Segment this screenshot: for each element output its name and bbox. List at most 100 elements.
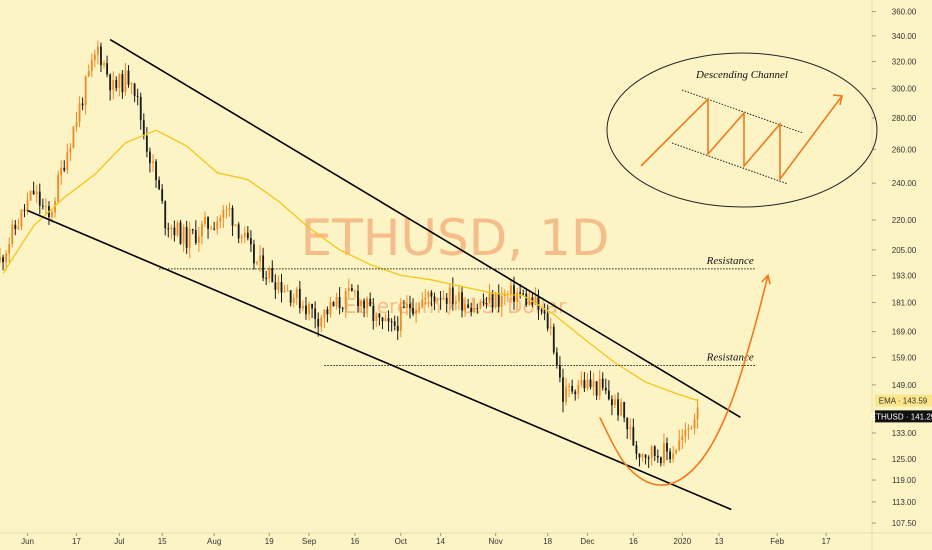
candle-body <box>268 268 271 279</box>
candle-body <box>467 304 470 308</box>
candle-body <box>81 103 84 106</box>
candle-body <box>494 293 497 308</box>
candle-body <box>412 307 414 314</box>
y-tick-label: 280.00 <box>892 114 917 123</box>
ema-line <box>2 129 698 402</box>
y-tick-label: 260.00 <box>892 145 917 154</box>
candle-body <box>286 290 289 292</box>
candle-body <box>317 318 320 327</box>
candle-body <box>115 80 118 89</box>
candle-body <box>17 226 20 229</box>
candle-body <box>513 285 515 302</box>
x-tick-label: Nov <box>489 537 503 546</box>
candle-body <box>289 290 292 303</box>
candle-body <box>503 294 506 296</box>
candle-body <box>271 268 274 283</box>
inset-ellipse <box>606 52 878 208</box>
candle-body <box>145 135 148 152</box>
candle-body <box>298 288 301 309</box>
y-tick-label: 220.00 <box>892 216 917 225</box>
candle-body <box>256 261 258 264</box>
candle-body <box>75 121 78 127</box>
candle-body <box>369 298 372 307</box>
candle-body <box>152 161 154 164</box>
candle-body <box>347 288 350 292</box>
candle-body <box>197 236 200 243</box>
candle-body <box>84 76 87 106</box>
candle-body <box>219 217 222 222</box>
candle-body <box>433 296 436 302</box>
candle-body <box>121 74 124 93</box>
y-tick-label: 193.00 <box>892 271 917 280</box>
candle-body <box>586 379 589 389</box>
candle-body <box>656 455 659 458</box>
candle-body <box>488 293 491 304</box>
candle-body <box>666 442 668 452</box>
candle-body <box>106 63 109 75</box>
candle-body <box>185 226 188 248</box>
candle-body <box>170 227 173 230</box>
candle-body <box>354 290 356 292</box>
candle-body <box>546 313 549 329</box>
candle-body <box>127 70 130 85</box>
candle-body <box>565 386 567 402</box>
candle-body <box>476 307 479 309</box>
inset-channel-lower <box>671 142 789 185</box>
x-tick-label: 18 <box>543 537 552 546</box>
candle-body <box>350 288 353 291</box>
candle-body <box>491 293 494 308</box>
candle-body <box>470 307 473 313</box>
candle-body <box>277 282 280 290</box>
candle-body <box>210 228 213 230</box>
candle-body <box>332 302 335 307</box>
y-tick-label: 113.00 <box>892 498 916 507</box>
candle-body <box>558 365 561 378</box>
candle-body <box>326 309 329 315</box>
candle-body <box>26 200 29 211</box>
candle-body <box>274 282 277 290</box>
candle-body <box>638 453 641 458</box>
y-tick-label: 300.00 <box>892 85 917 94</box>
x-tick-label: 16 <box>350 537 359 546</box>
candle-body <box>598 378 601 396</box>
candle-body <box>372 306 375 321</box>
candle-body <box>155 161 157 181</box>
candle-body <box>72 126 75 148</box>
candle-body <box>684 429 687 437</box>
inset-title: Descending Channel <box>695 69 788 81</box>
candle-body <box>678 440 681 451</box>
candle-body <box>14 224 17 229</box>
candle-body <box>179 222 182 244</box>
candle-body <box>320 317 323 327</box>
candle-body <box>430 292 433 297</box>
candle-body <box>607 390 610 400</box>
x-tick-label: 15 <box>158 537 167 546</box>
candle-body <box>23 209 26 211</box>
candle-body <box>399 306 402 331</box>
candle-body <box>555 352 558 366</box>
candle-body <box>93 54 96 60</box>
candle-body <box>133 83 136 96</box>
candle-body <box>562 377 564 402</box>
candle-body <box>464 304 466 311</box>
channel-upper-line <box>109 38 741 419</box>
x-tick-label: Jul <box>114 537 124 546</box>
candle-body <box>540 309 543 312</box>
x-tick-label: 16 <box>629 537 638 546</box>
candle-body <box>415 309 418 314</box>
x-tick-label: Jun <box>21 537 34 546</box>
candle-body <box>644 454 647 458</box>
candle-body <box>182 226 185 244</box>
candle-body <box>669 451 671 460</box>
candle-body <box>204 217 206 224</box>
candle-body <box>329 302 332 315</box>
candle-body <box>118 74 121 89</box>
candle-body <box>571 386 574 392</box>
projection-arrowhead <box>761 273 771 285</box>
candle-body <box>384 318 387 322</box>
x-tick-label: Sep <box>302 537 317 546</box>
candle-body <box>635 445 638 454</box>
price-badge-text: ETHUSD · 141.29 <box>871 412 932 421</box>
candle-body <box>577 384 580 395</box>
candle-body <box>295 288 298 299</box>
